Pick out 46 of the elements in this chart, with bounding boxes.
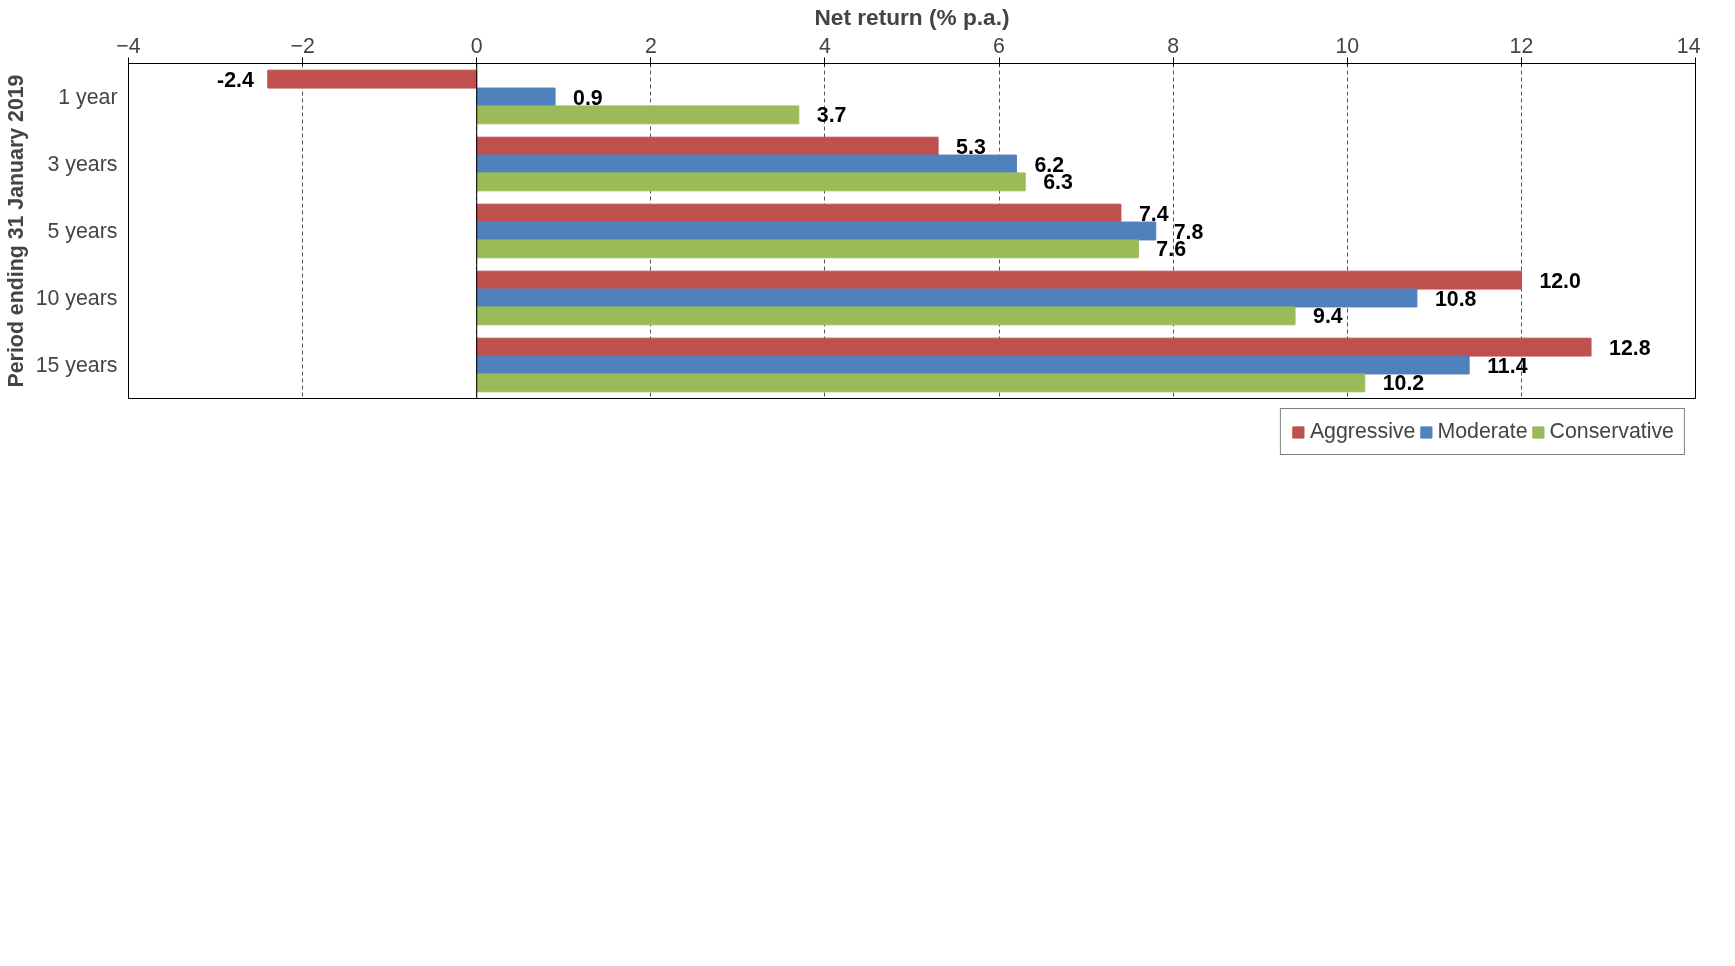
x-tick-label: 8 bbox=[1167, 33, 1180, 58]
x-tick-label: 6 bbox=[993, 33, 1005, 58]
bar bbox=[476, 355, 1470, 375]
y-tick-label: 10 years bbox=[35, 286, 118, 310]
text: 10.8 bbox=[1434, 286, 1477, 311]
bar bbox=[267, 69, 478, 89]
legend-label: Aggressive bbox=[1309, 419, 1416, 444]
bar bbox=[476, 337, 1592, 357]
x-tick-label: −4 bbox=[116, 33, 141, 58]
text: 11.4 bbox=[1487, 353, 1528, 378]
bar bbox=[476, 136, 939, 156]
x-tick-label: 12 bbox=[1509, 33, 1534, 58]
bar bbox=[476, 172, 1026, 192]
x-tick-label: 4 bbox=[819, 33, 832, 58]
text: 12.0 bbox=[1539, 268, 1581, 293]
y-tick-label: 5 years bbox=[47, 219, 118, 243]
bar bbox=[476, 239, 1139, 259]
legend-label: Conservative bbox=[1549, 419, 1674, 444]
x-tick-label: 2 bbox=[644, 33, 657, 58]
x-tick-label: 14 bbox=[1676, 33, 1701, 58]
y-tick-label: 1 year bbox=[58, 85, 118, 109]
x-tick-label: 10 bbox=[1335, 33, 1360, 58]
legend-label: Moderate bbox=[1437, 419, 1528, 444]
bar bbox=[476, 105, 800, 125]
x-axis-title: Net return (% p.a.) bbox=[814, 3, 1010, 30]
bar bbox=[476, 203, 1122, 223]
x-tick-label: −2 bbox=[290, 33, 315, 58]
text: 10.2 bbox=[1382, 371, 1425, 396]
text: -2.4 bbox=[217, 67, 254, 92]
y-axis-title: Period ending 31 January 2019 bbox=[3, 74, 28, 388]
text: 9.4 bbox=[1313, 304, 1343, 329]
bar bbox=[476, 306, 1296, 326]
text: 3.7 bbox=[816, 103, 847, 128]
text: 7.4 bbox=[1138, 201, 1169, 226]
y-tick-label: 3 years bbox=[47, 152, 118, 176]
bar bbox=[476, 288, 1418, 308]
bar bbox=[476, 87, 556, 107]
bar bbox=[476, 154, 1017, 174]
bar bbox=[476, 373, 1366, 393]
y-tick-label: 15 years bbox=[35, 353, 118, 377]
text: 5.3 bbox=[956, 134, 986, 159]
text: 12.8 bbox=[1609, 335, 1651, 360]
bar bbox=[476, 221, 1157, 241]
text: 0.9 bbox=[573, 85, 603, 110]
x-tick-label: 0 bbox=[470, 33, 483, 58]
bar bbox=[476, 270, 1522, 290]
